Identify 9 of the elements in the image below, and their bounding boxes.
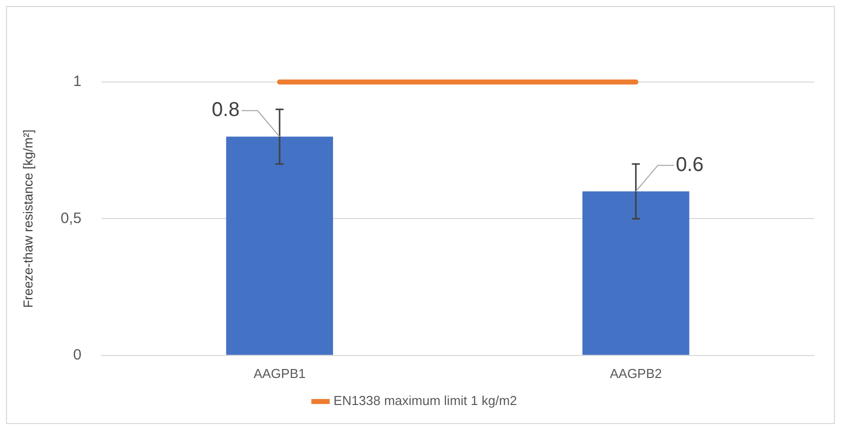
x-tick-label: AAGPB2	[610, 366, 662, 381]
y-tick-label: 1	[73, 73, 82, 90]
y-tick-label: 0,5	[60, 210, 82, 227]
y-axis-title: Freeze-thaw resistance [kg/m²]	[20, 129, 36, 308]
data-label: 0.8	[212, 99, 240, 122]
x-tick-label: AAGPB1	[254, 366, 306, 381]
y-tick-label: 0	[73, 346, 82, 364]
data-label: 0.6	[676, 154, 704, 176]
legend-label: EN1338 maximum limit 1 kg/m2	[334, 393, 517, 408]
